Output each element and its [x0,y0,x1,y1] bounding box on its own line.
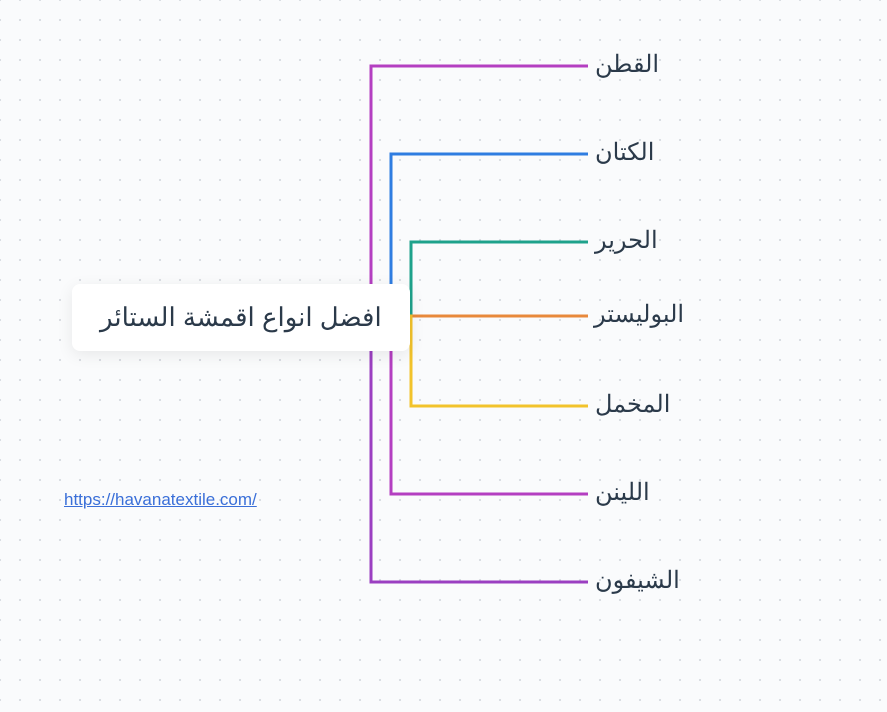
leaf-label: الكتان [595,139,654,166]
leaf-label: اللينن [595,479,650,506]
leaf-label: الشيفون [595,567,680,594]
root-label: افضل انواع اقمشة الستائر [100,302,382,332]
root-node: افضل انواع اقمشة الستائر [72,284,410,351]
leaf-node: المخمل [595,390,670,419]
leaf-node: اللينن [595,478,650,507]
leaf-label: البوليستر [594,301,684,328]
leaf-node: الكتان [595,138,654,167]
connector [352,316,588,582]
leaf-label: القطن [595,51,659,78]
connector-lines [0,0,887,712]
leaf-node: القطن [595,50,659,79]
leaf-label: المخمل [595,391,670,418]
source-url-text: https://havanatextile.com/ [64,490,257,509]
leaf-node: البوليستر [594,300,684,329]
source-url[interactable]: https://havanatextile.com/ [64,490,257,510]
connector [352,66,588,316]
leaf-node: الشيفون [595,566,680,595]
leaf-label: الحرير [595,227,658,254]
leaf-node: الحرير [595,226,658,255]
